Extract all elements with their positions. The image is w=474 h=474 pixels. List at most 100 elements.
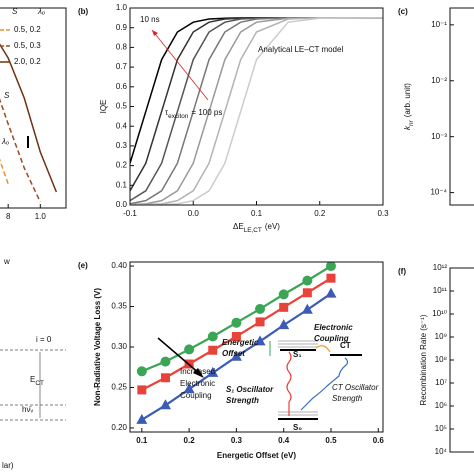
y-tick-label: 0.40: [111, 261, 127, 270]
marker: [207, 366, 219, 377]
annotation: Energetic: [222, 338, 259, 347]
marker: [301, 303, 313, 314]
x-axis-label-part: ΔE: [233, 222, 244, 231]
y-tick-label: 0.1: [116, 180, 128, 189]
axes-frame: [129, 7, 384, 206]
x-axis-label-part: Energetic Offset (eV): [217, 451, 296, 460]
y-tick-label: 0.8: [116, 43, 128, 52]
y-axis-label: IQE: [99, 100, 108, 114]
annotation: S: [4, 91, 10, 100]
fragment-text: w: [3, 257, 10, 266]
y-tick-label: 0.5: [116, 102, 128, 111]
marker: [325, 287, 337, 298]
legend-title-part: λₒ: [37, 7, 45, 16]
legend-label: 0.5, 0.3: [14, 41, 41, 50]
x-tick-label: 0.2: [184, 436, 196, 445]
marker: [184, 344, 195, 355]
annotation: Analytical LE–CT model: [258, 45, 343, 54]
y-tick-label: 1.0: [116, 3, 128, 12]
annotation-part: Electronic: [314, 323, 353, 332]
fragment-text-part: i = 0: [36, 335, 52, 344]
y-tick-label: 10⁻¹: [431, 20, 447, 29]
marker: [326, 273, 336, 283]
annotation-part: Coupling: [314, 334, 349, 343]
marker: [160, 356, 171, 367]
x-tick-label: 0.6: [373, 436, 385, 445]
annotation: Offset: [222, 349, 245, 358]
legend-title: S: [12, 7, 18, 16]
y-tick-label: 10¹²: [433, 263, 448, 272]
marker: [183, 383, 195, 394]
marker: [136, 413, 148, 424]
panel: 8 1.0: [0, 7, 67, 221]
annotation-part: τ: [165, 108, 169, 117]
annotation: 10 ns: [140, 15, 160, 24]
marker: [231, 317, 242, 328]
x-tick-label: -0.1: [123, 209, 137, 218]
plot-area: [130, 17, 383, 205]
x-tick-label: 1.0: [35, 212, 47, 221]
annotation-part: exciton: [168, 113, 189, 120]
y-tick-label: 0.9: [116, 23, 128, 32]
annotation-part: S: [4, 91, 10, 100]
panel: 10⁴ 10⁵ 10⁶ 10⁷ 10⁸ 10⁹ 10¹⁰ 10¹¹ 10¹² (f): [398, 263, 474, 456]
plot-area: [0, 43, 58, 203]
annotation: Strength: [226, 396, 259, 405]
fragment-text-part: E: [30, 375, 35, 384]
axes-frame: [0, 7, 67, 209]
level-label-part: S₁: [293, 350, 302, 359]
y-tick-label: 10⁷: [435, 378, 447, 387]
level-label: S₀: [293, 423, 302, 432]
marker: [279, 302, 289, 312]
y-tick-label: 0.7: [116, 62, 128, 71]
level-label: CT: [340, 341, 351, 350]
marker: [207, 331, 218, 342]
annot-arrowhead: [193, 368, 204, 378]
marker: [302, 288, 312, 298]
y-tick-label: 0.0: [116, 200, 128, 209]
x-axis-label: Energetic Offset (eV): [217, 451, 296, 460]
fragment-text-part: hν̄ᵥ: [22, 405, 33, 414]
x-tick-label: 0.5: [325, 436, 337, 445]
marker: [255, 303, 266, 314]
marker: [254, 335, 266, 346]
x-tick-label: 0.1: [251, 209, 263, 218]
annotation: τexciton = 100 ps: [165, 108, 222, 120]
y-tick-label: 10⁸: [435, 355, 447, 364]
x-axis-label-part: (eV): [265, 222, 280, 231]
panel-label: (e): [78, 261, 88, 270]
marker: [208, 345, 218, 355]
level-diagram: [269, 340, 362, 420]
legend-label: 0.5, 0.2: [14, 25, 41, 34]
marker: [230, 350, 242, 361]
annotation-part: Offset: [222, 349, 245, 358]
panel: 10⁻⁴ 10⁻³ 10⁻² 10⁻¹ (c): [398, 7, 474, 206]
marker: [302, 275, 313, 286]
fragment-text: hν̄ᵥ: [22, 405, 33, 414]
fragment-text: lar): [2, 461, 14, 470]
y-tick-label: 0.35: [111, 302, 127, 311]
x-axis-label: ΔELE,CT (eV): [233, 222, 280, 234]
y-tick-label: 0.2: [116, 161, 128, 170]
x-tick-label: 0.2: [314, 209, 326, 218]
y-tick-label: 10¹¹: [433, 286, 448, 295]
y-axis-label-part: nr: [408, 119, 415, 126]
x-tick-label: 0.0: [188, 209, 200, 218]
y-tick-label: 0.3: [116, 141, 128, 150]
y-axis-label-part: IQE: [99, 100, 108, 114]
panel-label: (f): [398, 267, 406, 276]
annotation-part: Strength: [226, 396, 259, 405]
panel-label: (b): [78, 7, 89, 16]
marker: [278, 319, 290, 330]
x-tick-label: 0.3: [231, 436, 243, 445]
y-axis-label-part: Recombination Rate (s⁻¹): [419, 314, 428, 405]
y-tick-label: 0.30: [111, 342, 127, 351]
annotation: CT Oscillator: [332, 383, 379, 392]
y-axis-label-part: (arb. unit): [403, 83, 412, 118]
y-tick-label: 10⁹: [435, 332, 447, 341]
annotation-part: Analytical LE–CT model: [258, 45, 343, 54]
annotation-part: Strength: [332, 394, 363, 403]
series-line: [0, 98, 41, 203]
annotation: λₒ: [1, 137, 9, 146]
series-line: [0, 158, 9, 185]
